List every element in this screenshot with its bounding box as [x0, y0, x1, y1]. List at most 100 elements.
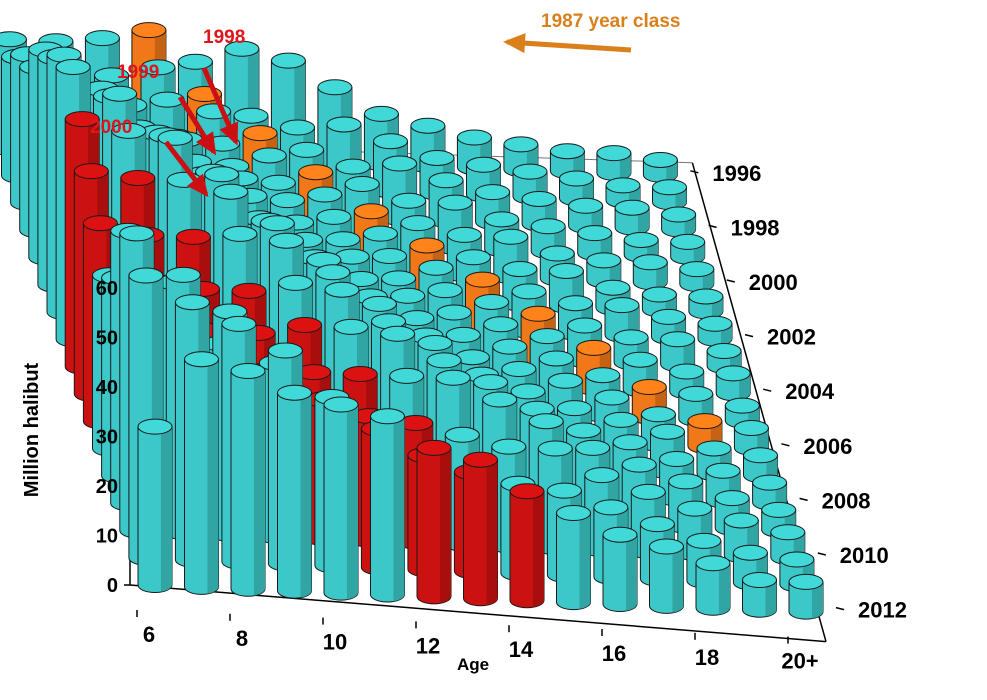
bar-top	[317, 79, 353, 96]
z-tick-label: 30	[96, 427, 118, 449]
bar-top	[428, 172, 464, 189]
x-tick-label: 14	[509, 637, 534, 662]
annotation-2000-label: 2000	[90, 117, 132, 138]
y-tick-label: 1996	[712, 161, 761, 186]
bar-top	[502, 261, 538, 278]
bar-top	[640, 406, 676, 423]
bar-top	[268, 232, 304, 249]
bar-top	[584, 467, 620, 484]
bar-top	[446, 226, 482, 243]
bar-top	[465, 271, 500, 288]
y-tick-label: 2004	[785, 379, 835, 404]
z-tick-label: 0	[107, 575, 118, 597]
bar-top	[484, 211, 520, 228]
y-tick-label: 1998	[731, 215, 780, 240]
bar-top	[649, 538, 684, 555]
bars-layer	[0, 22, 824, 620]
z-tick-label: 10	[96, 526, 118, 548]
bar-top	[529, 328, 565, 345]
bar-shade	[393, 416, 405, 602]
labels-layer: 0 10 20 30 40 50 60 Million halibut Age 6 8 10 12 14 1…	[21, 161, 907, 674]
bar-top	[538, 350, 574, 367]
bar-top	[621, 456, 657, 473]
bar-top	[650, 423, 685, 440]
z-tick-label: 20	[96, 476, 118, 498]
bar-top	[605, 177, 641, 194]
bar-cylinder	[416, 439, 452, 605]
y-tick-mark	[690, 170, 699, 174]
bar-top	[175, 228, 211, 245]
bar-top	[706, 343, 742, 360]
bar-top	[444, 426, 480, 443]
bar-top	[546, 482, 582, 499]
bar-cylinder	[695, 555, 731, 616]
annotation-1999-label: 1999	[117, 62, 159, 83]
bar-top	[724, 397, 760, 414]
bar-top	[742, 572, 777, 588]
bar-shade	[160, 426, 172, 592]
bar-top	[55, 59, 91, 76]
bar-shade	[579, 513, 591, 609]
z-tick-label: 60	[96, 278, 118, 300]
y-tick-mark	[744, 333, 754, 338]
bar-top	[752, 474, 788, 491]
bar-top	[602, 526, 638, 543]
bar-top	[509, 483, 545, 500]
bar-top	[612, 434, 648, 451]
annotations-layer: 1998 1999 2000 1987 year class	[90, 11, 680, 198]
bar-top	[743, 447, 778, 464]
bar-top	[473, 374, 509, 391]
bar-top	[418, 259, 454, 276]
bar-cylinder	[509, 483, 545, 609]
bar-top	[659, 451, 695, 467]
bar-top	[668, 473, 704, 490]
bar-top	[679, 261, 715, 278]
bar-top	[184, 351, 219, 368]
bar-top	[315, 264, 351, 281]
bar-top	[436, 304, 472, 321]
bar-top	[677, 500, 713, 517]
bar-top	[269, 192, 305, 209]
bar-shade	[811, 581, 823, 619]
bar-cylinder	[137, 418, 173, 593]
bar-top	[577, 225, 613, 242]
bar-top	[696, 440, 732, 457]
bar-top	[333, 318, 369, 335]
bar-cylinder	[652, 179, 687, 211]
bar-top	[779, 551, 815, 568]
bar-top	[221, 315, 257, 332]
bar-top	[669, 363, 705, 380]
bar-top	[426, 352, 462, 369]
bar-top	[204, 166, 240, 183]
bar-shade	[300, 392, 312, 598]
arrow-1987	[503, 33, 632, 54]
y-tick-label: 2010	[840, 543, 889, 568]
bar-top	[372, 248, 407, 264]
bar-top	[521, 190, 557, 207]
bar-top	[520, 305, 556, 322]
bar-top	[493, 228, 529, 245]
y-tick-label: 2000	[749, 270, 798, 295]
bar-cylinder	[660, 331, 696, 372]
bar-top	[670, 233, 706, 250]
bar-top	[585, 367, 621, 384]
bar-top	[466, 156, 501, 173]
bar-top	[165, 266, 201, 283]
annotation-1998-label: 1998	[203, 27, 245, 48]
bar-top	[614, 199, 650, 216]
bar-top	[596, 145, 632, 162]
bar-top	[639, 516, 675, 533]
bar-top	[419, 149, 455, 166]
bar-top	[298, 164, 334, 181]
bar-cylinder	[323, 396, 359, 601]
bar-cylinder	[670, 233, 706, 265]
y-tick-mark	[817, 552, 826, 556]
bar-top	[714, 490, 750, 507]
bar-top	[391, 192, 427, 209]
bar-top	[324, 281, 360, 298]
bar-cylinder	[649, 538, 684, 614]
bar-top	[353, 203, 389, 220]
bar-top	[362, 225, 398, 242]
y-tick-label: 2002	[767, 325, 816, 350]
arrow-1998	[201, 67, 239, 146]
